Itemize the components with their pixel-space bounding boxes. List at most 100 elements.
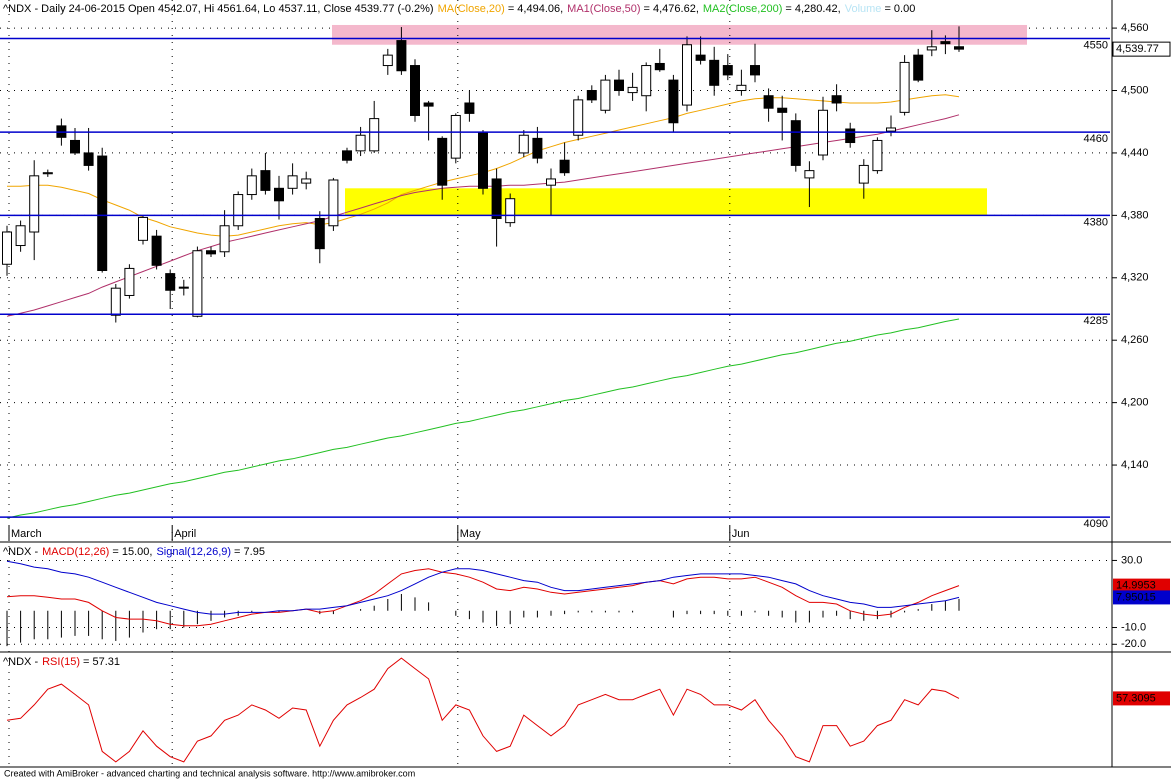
legend-value: = 0.00 bbox=[884, 3, 915, 15]
series-line bbox=[6, 318, 960, 519]
candle-body bbox=[790, 120, 801, 166]
last-value-box bbox=[1113, 590, 1170, 605]
zone bbox=[345, 188, 987, 216]
close-box bbox=[1112, 41, 1171, 57]
candle-body bbox=[709, 59, 720, 86]
candle-body bbox=[750, 65, 760, 76]
legend-name: MA(Close,20) bbox=[438, 3, 505, 15]
y-tick-label: 4,500 bbox=[1121, 84, 1149, 96]
candle-body bbox=[804, 170, 815, 179]
candle-body bbox=[15, 225, 26, 247]
candle-body bbox=[573, 99, 584, 136]
y-tick-label: 4,320 bbox=[1121, 272, 1149, 284]
candle-body bbox=[301, 178, 312, 184]
last-value-label: 14.9953 bbox=[1116, 580, 1156, 592]
level-label: 4090 bbox=[1084, 518, 1108, 530]
candle-body bbox=[450, 114, 461, 159]
candle-body bbox=[83, 152, 94, 166]
candle-body bbox=[546, 178, 556, 186]
candle-body bbox=[926, 46, 937, 51]
candle-body bbox=[192, 250, 203, 317]
close-label: 4,539.77 bbox=[1116, 43, 1159, 55]
candle-body bbox=[355, 134, 366, 152]
candle-body bbox=[274, 187, 284, 202]
y-tick-label: 4,560 bbox=[1121, 22, 1149, 34]
header-title: ^NDX - bbox=[3, 546, 38, 558]
candle-body bbox=[505, 198, 516, 224]
candle-body bbox=[954, 46, 964, 50]
y-tick-label: 4,380 bbox=[1121, 209, 1149, 221]
y-tick-label: -20.0 bbox=[1121, 638, 1146, 650]
series-line bbox=[6, 657, 960, 763]
candle-body bbox=[396, 40, 407, 72]
candle-body bbox=[532, 137, 543, 159]
x-tick-label: March bbox=[11, 528, 42, 540]
footer: Created with AmiBroker - advanced charti… bbox=[4, 768, 415, 778]
candle-body bbox=[437, 137, 448, 186]
candle-body bbox=[342, 150, 352, 161]
candle-body bbox=[600, 79, 611, 111]
candle-body bbox=[410, 65, 420, 116]
candle-body bbox=[777, 107, 788, 113]
candle-body bbox=[2, 231, 12, 265]
y-tick-label: 4,140 bbox=[1121, 459, 1149, 471]
legend-name: Volume bbox=[845, 3, 882, 15]
panel-header: ^NDX - RSI(15) = 57.31 bbox=[3, 656, 120, 668]
candle-body bbox=[899, 61, 910, 113]
candle-body bbox=[260, 170, 271, 191]
candle-body bbox=[382, 54, 393, 67]
candle-body bbox=[654, 62, 665, 71]
candle-body bbox=[328, 179, 339, 227]
candle-body bbox=[97, 155, 108, 271]
candle-body bbox=[151, 235, 162, 266]
candle-body bbox=[518, 134, 529, 154]
last-value-label: 7.95015 bbox=[1116, 591, 1156, 603]
panel-header: ^NDX - Daily 24-06-2015 Open 4542.07, Hi… bbox=[3, 3, 915, 15]
candle-body bbox=[138, 216, 148, 241]
y-tick-label: -10.0 bbox=[1121, 621, 1146, 633]
candle-body bbox=[314, 217, 325, 250]
level-label: 4460 bbox=[1084, 133, 1108, 145]
candle-body bbox=[478, 131, 488, 189]
series-line bbox=[6, 560, 960, 615]
candle-body bbox=[722, 65, 733, 76]
candle-body bbox=[423, 102, 434, 107]
candle-body bbox=[831, 95, 842, 104]
y-tick-label: 4,200 bbox=[1121, 397, 1149, 409]
candle-body bbox=[369, 118, 380, 152]
candle-body bbox=[42, 172, 53, 175]
legend-name: RSI(15) bbox=[42, 656, 80, 668]
level-label: 4285 bbox=[1084, 315, 1108, 327]
zone bbox=[332, 24, 1027, 45]
candle-body bbox=[682, 44, 692, 106]
legend-value: = 7.95 bbox=[234, 546, 265, 558]
candle-body bbox=[886, 127, 896, 132]
y-tick-label: 4,260 bbox=[1121, 334, 1149, 346]
legend-value: = 4,280.42, bbox=[785, 3, 840, 15]
candle-body bbox=[845, 128, 856, 144]
legend-name: Signal(12,26,9) bbox=[156, 546, 231, 558]
candle-body bbox=[913, 54, 924, 81]
candle-body bbox=[641, 65, 652, 97]
candle-body bbox=[206, 250, 216, 255]
legend-value: = 15.00, bbox=[112, 546, 152, 558]
last-value-box bbox=[1113, 691, 1170, 706]
candle-body bbox=[940, 41, 951, 45]
candle-body bbox=[287, 175, 298, 189]
candle-body bbox=[246, 175, 257, 196]
candle-body bbox=[872, 139, 883, 172]
candle-body bbox=[29, 175, 40, 233]
candle-body bbox=[763, 95, 774, 109]
header-title: ^NDX - Daily 24-06-2015 Open 4542.07, Hi… bbox=[3, 3, 434, 15]
candle-body bbox=[70, 139, 80, 154]
last-value-label: 57.3095 bbox=[1116, 692, 1156, 704]
y-tick-label: 4,440 bbox=[1121, 147, 1149, 159]
header-title: ^NDX - bbox=[3, 656, 38, 668]
legend-name: MACD(12,26) bbox=[42, 546, 109, 558]
legend-value: = 57.31 bbox=[83, 656, 120, 668]
candle-body bbox=[668, 79, 679, 124]
candle-body bbox=[124, 267, 135, 296]
candle-body bbox=[110, 287, 121, 316]
